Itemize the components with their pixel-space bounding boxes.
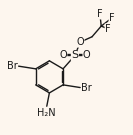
Text: Br: Br — [7, 61, 17, 71]
Text: O: O — [83, 50, 91, 60]
Text: H₂N: H₂N — [38, 108, 56, 118]
Text: Br: Br — [82, 82, 92, 92]
Text: O: O — [76, 37, 84, 47]
Text: F: F — [97, 9, 103, 19]
Text: O: O — [59, 50, 67, 60]
Text: S: S — [71, 50, 78, 60]
Text: F: F — [109, 13, 115, 23]
Text: F: F — [105, 24, 111, 34]
